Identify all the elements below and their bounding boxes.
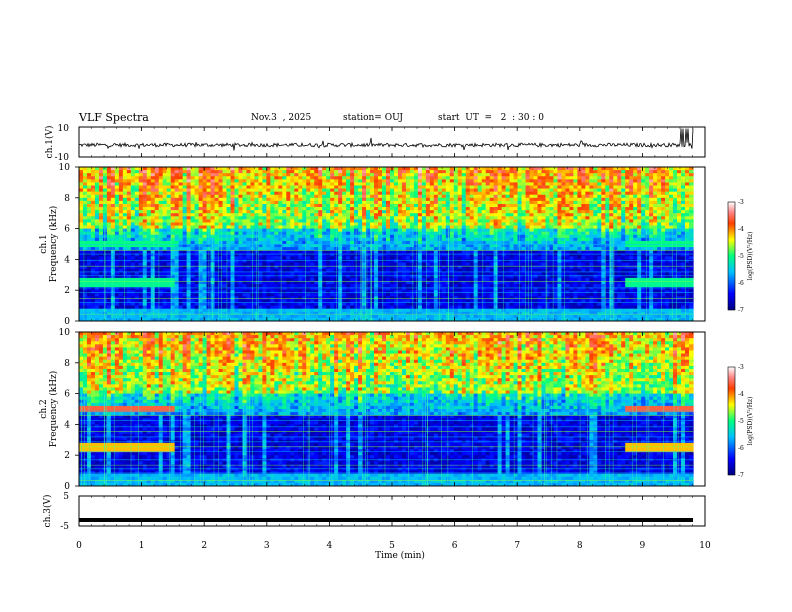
ytick-label: 4	[64, 255, 70, 265]
colorbar-tick-label: -7	[738, 307, 744, 314]
ytick-label: 2	[64, 451, 70, 461]
date-label: Nov.3 , 2025	[251, 113, 312, 123]
xtick-label: 1	[139, 541, 145, 551]
waveform-panel-ch1: ch.1(V) 10 -10	[44, 124, 706, 163]
colorbar-label-ch1: log(PSD)(V²/Hz)	[747, 232, 754, 281]
ytick-label: 2	[64, 286, 70, 296]
spectrogram-image-ch1	[79, 167, 705, 321]
channel-label-ch2: ch.2	[39, 399, 49, 418]
ytick-label: 10	[59, 328, 71, 338]
colorbar-tick-label: -5	[738, 253, 744, 260]
time-axis: 0 1 2 3 4 5 6 7 8 9 10	[76, 127, 711, 551]
xtick-label: 9	[640, 541, 646, 551]
xtick-label: 8	[577, 541, 583, 551]
ytick-label: 8	[64, 359, 70, 369]
colorbar-tick-label: -4	[738, 391, 744, 398]
colorbar-tick-label: -3	[738, 364, 744, 371]
ytick-label: 4	[64, 420, 70, 430]
waveform-panel-ch3: ch.3(V) 5 -5	[42, 492, 706, 532]
colorbar-label-ch2: log(PSD)(V²/Hz)	[747, 397, 754, 446]
xtick-label: 2	[201, 541, 207, 551]
ytick-ch1-top: 10	[58, 124, 70, 134]
colorbar-ch1: -3 -4 -5 -6 -7 log(PSD)(V²/Hz)	[727, 199, 754, 314]
xtick-label: 3	[264, 541, 270, 551]
ytick-ch3-top: 5	[63, 492, 69, 502]
ytick-label: 6	[64, 390, 70, 400]
channel-label-ch1: ch.1	[39, 234, 49, 253]
start-time-label: start UT = 2 : 30 : 0	[438, 113, 544, 123]
ylabel-ch1-wave: ch.1(V)	[44, 126, 55, 159]
colorbar-tick-label: -5	[738, 418, 744, 425]
ytick-label: 0	[64, 482, 70, 492]
spectrogram-panel-ch1: 0 2 4 6 8 10 ch.1 Frequency (kHz)	[39, 163, 706, 327]
ytick-label: 0	[64, 317, 70, 327]
ytick-ch3-bottom: -5	[60, 522, 69, 532]
colorbar-ch2: -3 -4 -5 -6 -7 log(PSD)(V²/Hz)	[727, 364, 754, 479]
xtick-label: 6	[452, 541, 458, 551]
xtick-label: 4	[327, 541, 333, 551]
colorbar-tick-label: -4	[738, 226, 744, 233]
xtick-label: 5	[389, 541, 395, 551]
colorbar-tick-label: -3	[738, 199, 744, 206]
spectrogram-image-ch2	[79, 332, 705, 486]
station-label: station= OUJ	[343, 113, 404, 123]
ylabel-ch2-freq: Frequency (kHz)	[48, 371, 59, 448]
xtick-label: 10	[699, 541, 711, 551]
ylabel-ch1-freq: Frequency (kHz)	[48, 206, 59, 283]
xtick-label: 0	[76, 541, 82, 551]
xtick-label: 7	[514, 541, 520, 551]
spectrogram-panel-ch2: 0 2 4 6 8 10 ch.2 Frequency (kHz)	[39, 328, 706, 492]
colorbar-tick-label: -6	[738, 445, 744, 452]
xaxis-label: Time (min)	[375, 550, 425, 561]
ytick-ch1-bottom: -10	[55, 153, 70, 163]
colorbar-tick-label: -7	[738, 472, 744, 479]
ylabel-ch3: ch.3(V)	[42, 495, 53, 528]
colorbar-tick-label: -6	[738, 280, 744, 287]
ytick-label: 6	[64, 225, 70, 235]
figure-title: VLF Spectra	[79, 111, 149, 124]
ytick-label: 8	[64, 194, 70, 204]
waveform-line-ch1	[78, 128, 694, 151]
ytick-label: 10	[59, 163, 71, 173]
